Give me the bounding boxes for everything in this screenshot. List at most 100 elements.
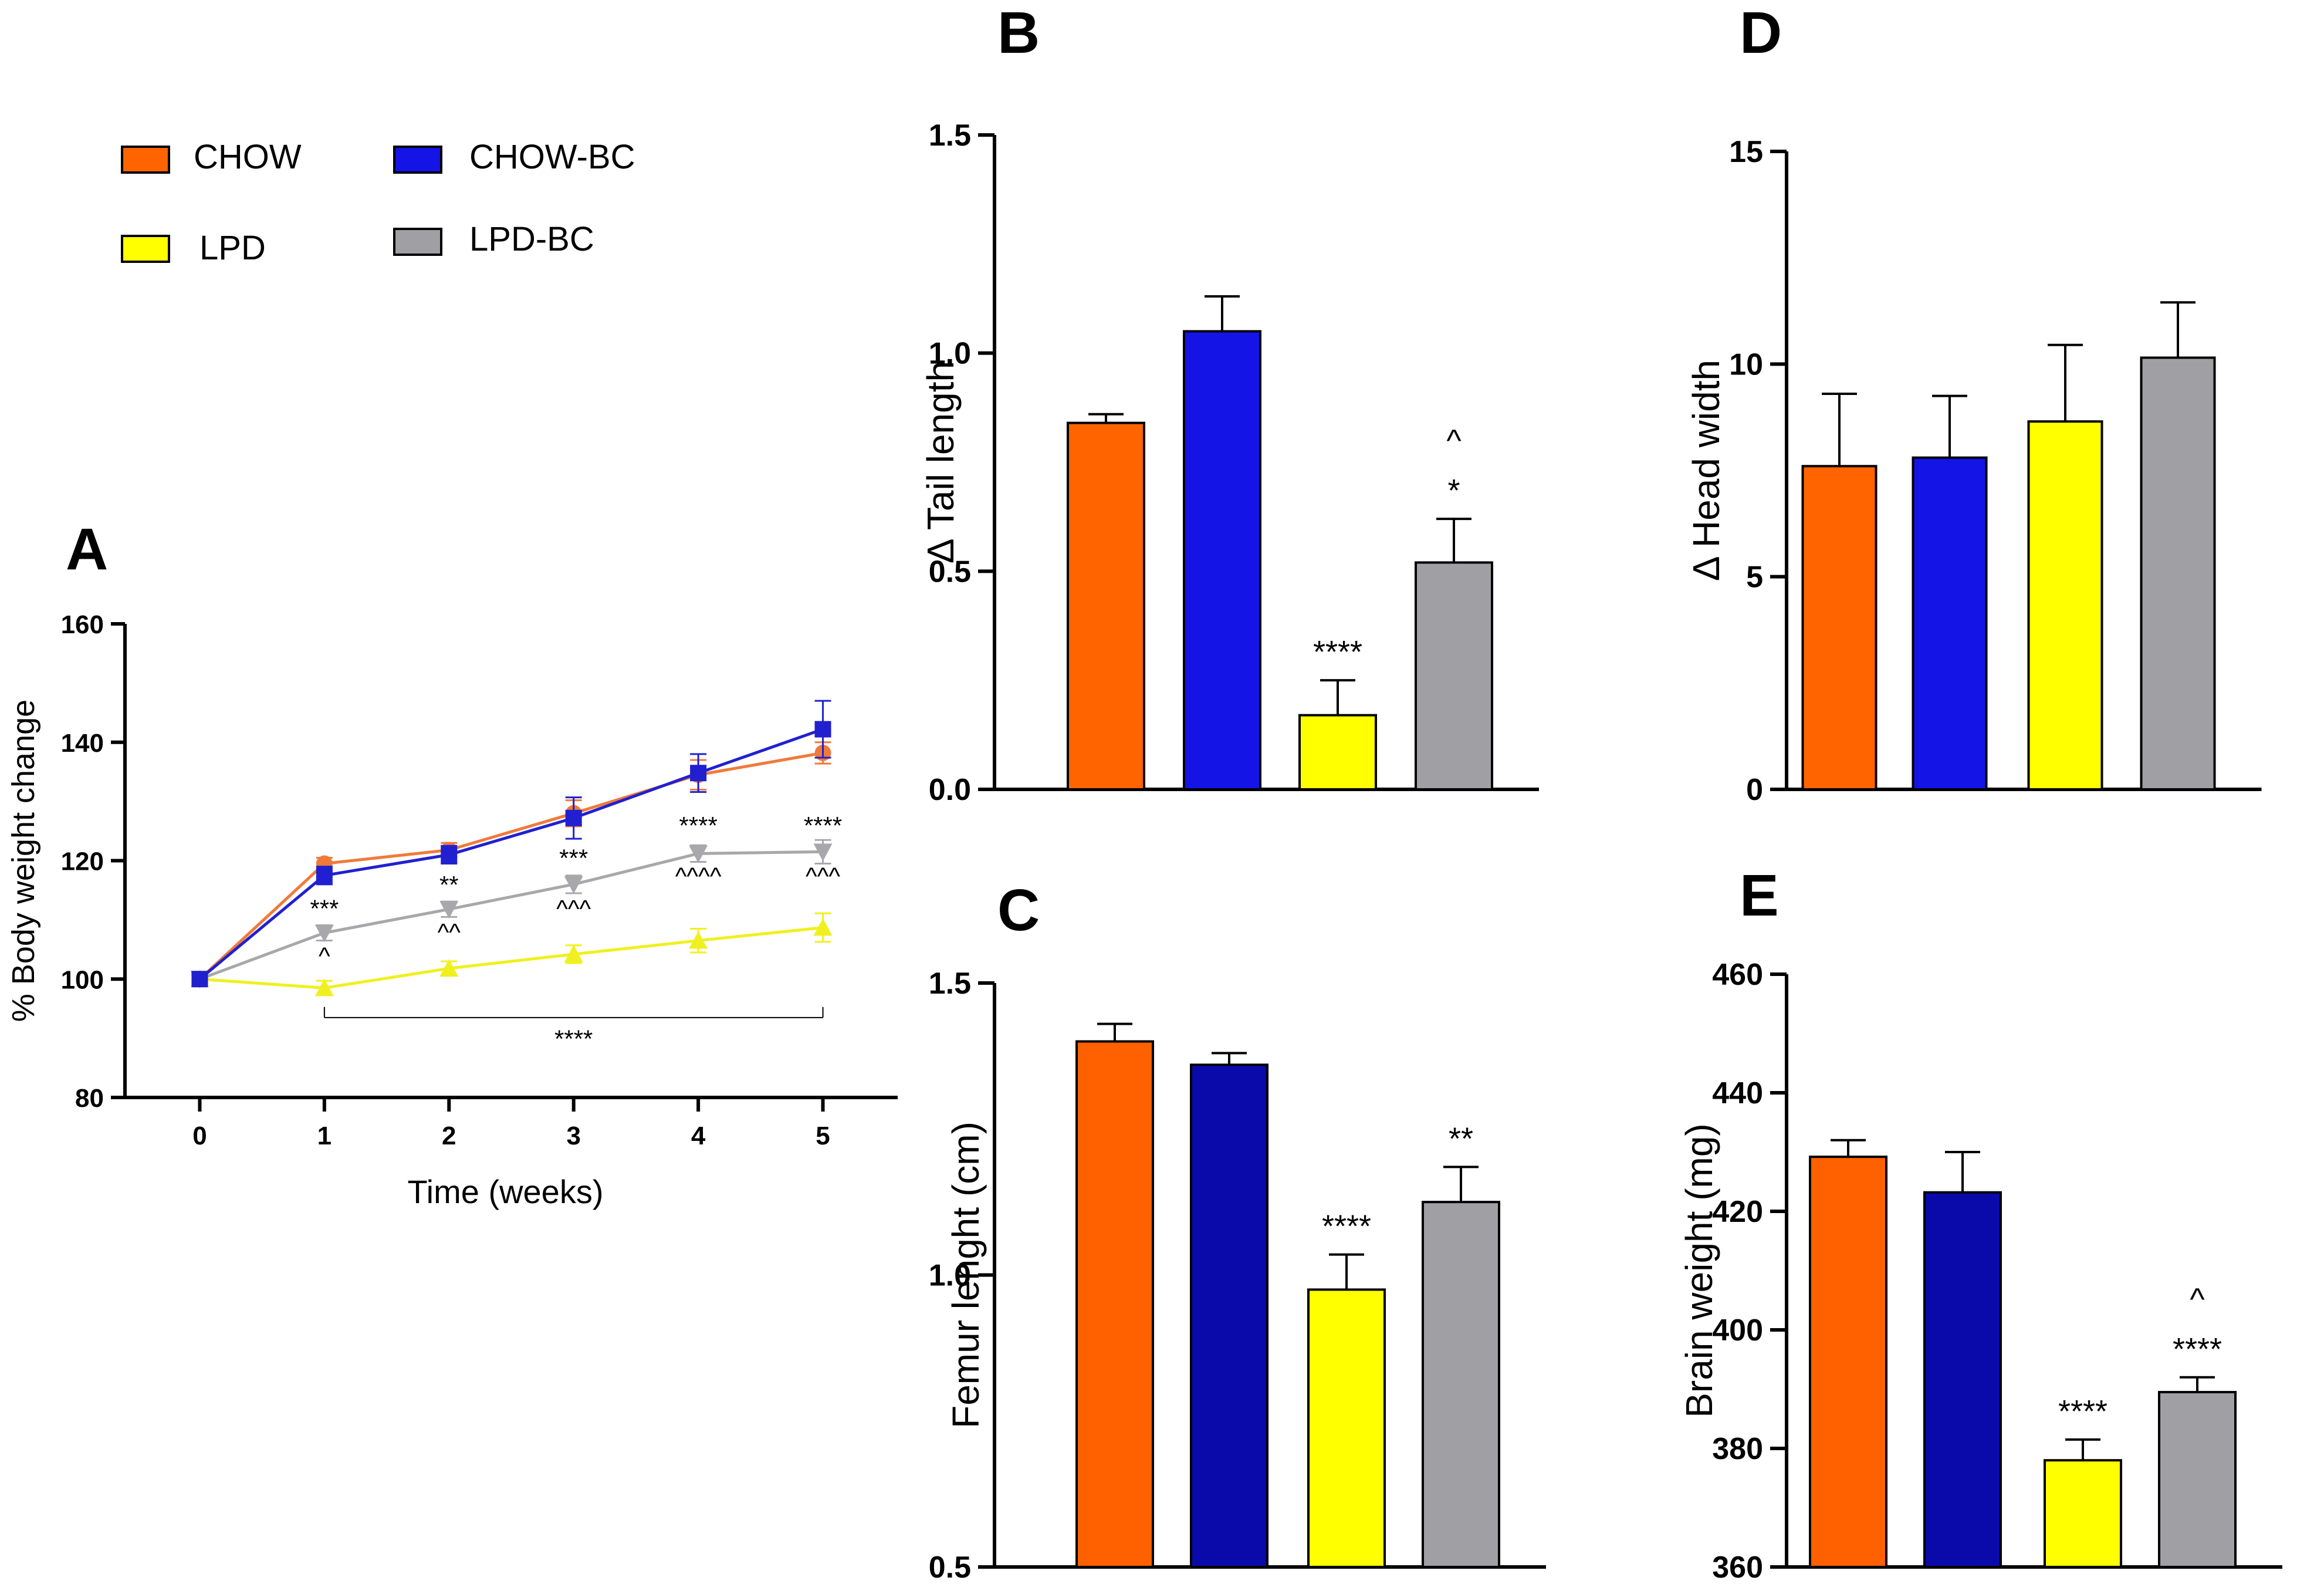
panel-c-bar-chow-bc	[1190, 1063, 1268, 1569]
panel-a-significance-label: ^^^	[556, 894, 591, 922]
panel-c-ytick-label: 1.5	[929, 967, 971, 1001]
panel-a-ytick-label: 140	[61, 729, 104, 758]
panel-b-bar-chow-bc	[1183, 330, 1261, 791]
legend-swatch-lpd-bc	[393, 228, 442, 256]
panel-a-line-chow	[198, 751, 823, 981]
panel-a-ylabel: % Body weight change	[6, 700, 41, 1022]
panel-a-point-chow-bc	[441, 846, 458, 863]
panel-c-bar-chow	[1075, 1040, 1154, 1568]
panel-a-point-chow-bc	[316, 867, 333, 884]
legend-item-chow: CHOW	[121, 138, 302, 176]
panel-a-point-lpd	[439, 959, 459, 977]
panel-c-significance-label: ****	[1322, 1209, 1371, 1244]
panel-a-point-lpd-bc	[439, 901, 459, 919]
legend-swatch-lpd	[121, 235, 170, 263]
legend-swatch-chow	[121, 146, 170, 174]
panel-a-point-lpd-bc	[564, 876, 583, 894]
panel-e-ytick-label: 460	[1712, 958, 1763, 992]
panel-e-letter: E	[1740, 863, 1779, 928]
panel-e-bar-lpd	[2044, 1459, 2122, 1568]
panel-b-ylabel: Δ Tail length	[919, 361, 962, 563]
panel-c-ytick-label: 0.5	[929, 1551, 971, 1584]
panel-e-ytick-label: 360	[1712, 1551, 1763, 1584]
panel-a-ytick-label: 160	[61, 610, 104, 639]
panel-a-point-lpd	[689, 931, 708, 949]
panel-a-xtick-label: 3	[566, 1122, 580, 1150]
legend-label-lpd: LPD	[199, 229, 266, 267]
panel-a-line-chart: A 80 100 120 140 160 0 1 2 3 4 5 Time (weeks) % Body…	[6, 516, 898, 1210]
panel-e-bar-lpd-bc	[2158, 1391, 2237, 1569]
panel-d-bar-chow	[1801, 465, 1878, 791]
panel-e-ytick-label: 400	[1712, 1313, 1763, 1347]
panel-e-ytick-label: 380	[1712, 1432, 1763, 1466]
panel-a-line-lpd	[199, 926, 823, 989]
panel-a-point-lpd	[564, 944, 583, 962]
panel-b-ytick-label: 1.5	[929, 119, 971, 153]
legend-swatch-chow-bc	[393, 146, 442, 174]
panel-e-brain-weight-chart: E 360 380 400 420 440 460 Brain weight (mg) ***…	[1678, 863, 2282, 1584]
panel-b-tail-length-chart: B 0.00.51.01.5Δ Tail length*****^	[919, 0, 1539, 807]
legend-item-lpd-bc: LPD-BC	[393, 220, 594, 258]
panel-a-xtick-label: 5	[816, 1122, 830, 1150]
panel-d-bar-lpd-bc	[2140, 356, 2216, 791]
panel-a-point-chow-bc	[690, 765, 707, 782]
panel-a-significance-label: ^	[319, 942, 330, 970]
panel-a-significance-label: **	[439, 871, 459, 899]
panel-a-xtick-label: 0	[192, 1122, 207, 1150]
panel-a-significance-label: ****	[804, 812, 842, 839]
legend-label-chow-bc: CHOW-BC	[469, 138, 635, 176]
panel-b-significance-label: *	[1447, 473, 1460, 508]
legend-label-chow: CHOW	[194, 138, 302, 176]
panel-a-point-chow-bc	[191, 971, 208, 988]
panel-c-bar-lpd	[1307, 1288, 1386, 1568]
panel-a-ytick-label: 80	[75, 1084, 104, 1113]
panel-c-bar-lpd-bc	[1422, 1201, 1500, 1568]
panel-b-letter: B	[997, 0, 1040, 66]
panel-a-point-lpd	[314, 978, 334, 997]
panel-e-bar-chow-bc	[1923, 1191, 2002, 1569]
panel-b-ytick-label: 1.0	[929, 337, 971, 371]
panel-d-ytick-label: 15	[1729, 135, 1763, 169]
panel-d-ytick-label: 0	[1746, 773, 1763, 807]
panel-a-point-lpd-bc	[813, 843, 833, 862]
panel-a-bracket-label: ****	[554, 1025, 593, 1052]
panel-a-ytick-label: 100	[61, 965, 104, 994]
panel-d-head-width-chart: D 0 5 10 15 Δ Head width	[1685, 0, 2262, 807]
panel-a-point-chow-bc	[565, 809, 582, 826]
panel-d-bar-lpd	[2027, 420, 2103, 791]
panel-d-ylabel: Δ Head width	[1685, 360, 1727, 581]
panel-a-significance-label: ^^	[438, 918, 461, 946]
panel-e-ytick-label: 440	[1712, 1076, 1763, 1110]
panel-c-letter: C	[997, 877, 1040, 943]
legend-item-lpd: LPD	[121, 229, 266, 267]
panel-a-point-lpd	[813, 918, 833, 936]
panel-a-xtick-label: 4	[691, 1122, 706, 1150]
panel-a-significance-label: ***	[559, 845, 588, 872]
panel-a-xtick-label: 2	[442, 1122, 456, 1150]
panel-d-ytick-label: 5	[1746, 560, 1763, 595]
panel-e-significance-label: ****	[2058, 1394, 2108, 1429]
panel-b-bar-lpd-bc	[1415, 561, 1493, 791]
panel-a-point-lpd-bc	[314, 924, 334, 943]
panel-d-letter: D	[1740, 0, 1782, 66]
legend-label-lpd-bc: LPD-BC	[469, 220, 594, 258]
panel-b-ytick-label: 0.0	[929, 773, 971, 807]
panel-b-bar-lpd	[1298, 714, 1377, 791]
panel-b-bar-chow	[1067, 421, 1145, 791]
panel-a-significance-label: ***	[310, 894, 339, 922]
panel-a-line-lpd-bc	[199, 850, 823, 981]
panel-a-ytick-label: 120	[61, 847, 104, 876]
panel-a-letter: A	[66, 516, 108, 582]
panel-b-significance-label: ****	[1313, 634, 1362, 670]
panel-c-significance-label: **	[1449, 1121, 1473, 1156]
panel-a-xlabel: Time (weeks)	[408, 1173, 604, 1210]
panel-e-significance-label: ^	[2190, 1282, 2205, 1317]
legend-item-chow-bc: CHOW-BC	[393, 138, 635, 176]
panel-a-point-lpd-bc	[689, 845, 708, 863]
panel-a-significance-label: ****	[679, 812, 717, 839]
panel-d-ytick-label: 10	[1729, 347, 1763, 381]
panel-b-significance-label: ^	[1446, 423, 1462, 458]
panel-c-ylabel: Femur lenght (cm)	[945, 1122, 987, 1428]
panel-a-line-chow-bc	[198, 728, 824, 981]
